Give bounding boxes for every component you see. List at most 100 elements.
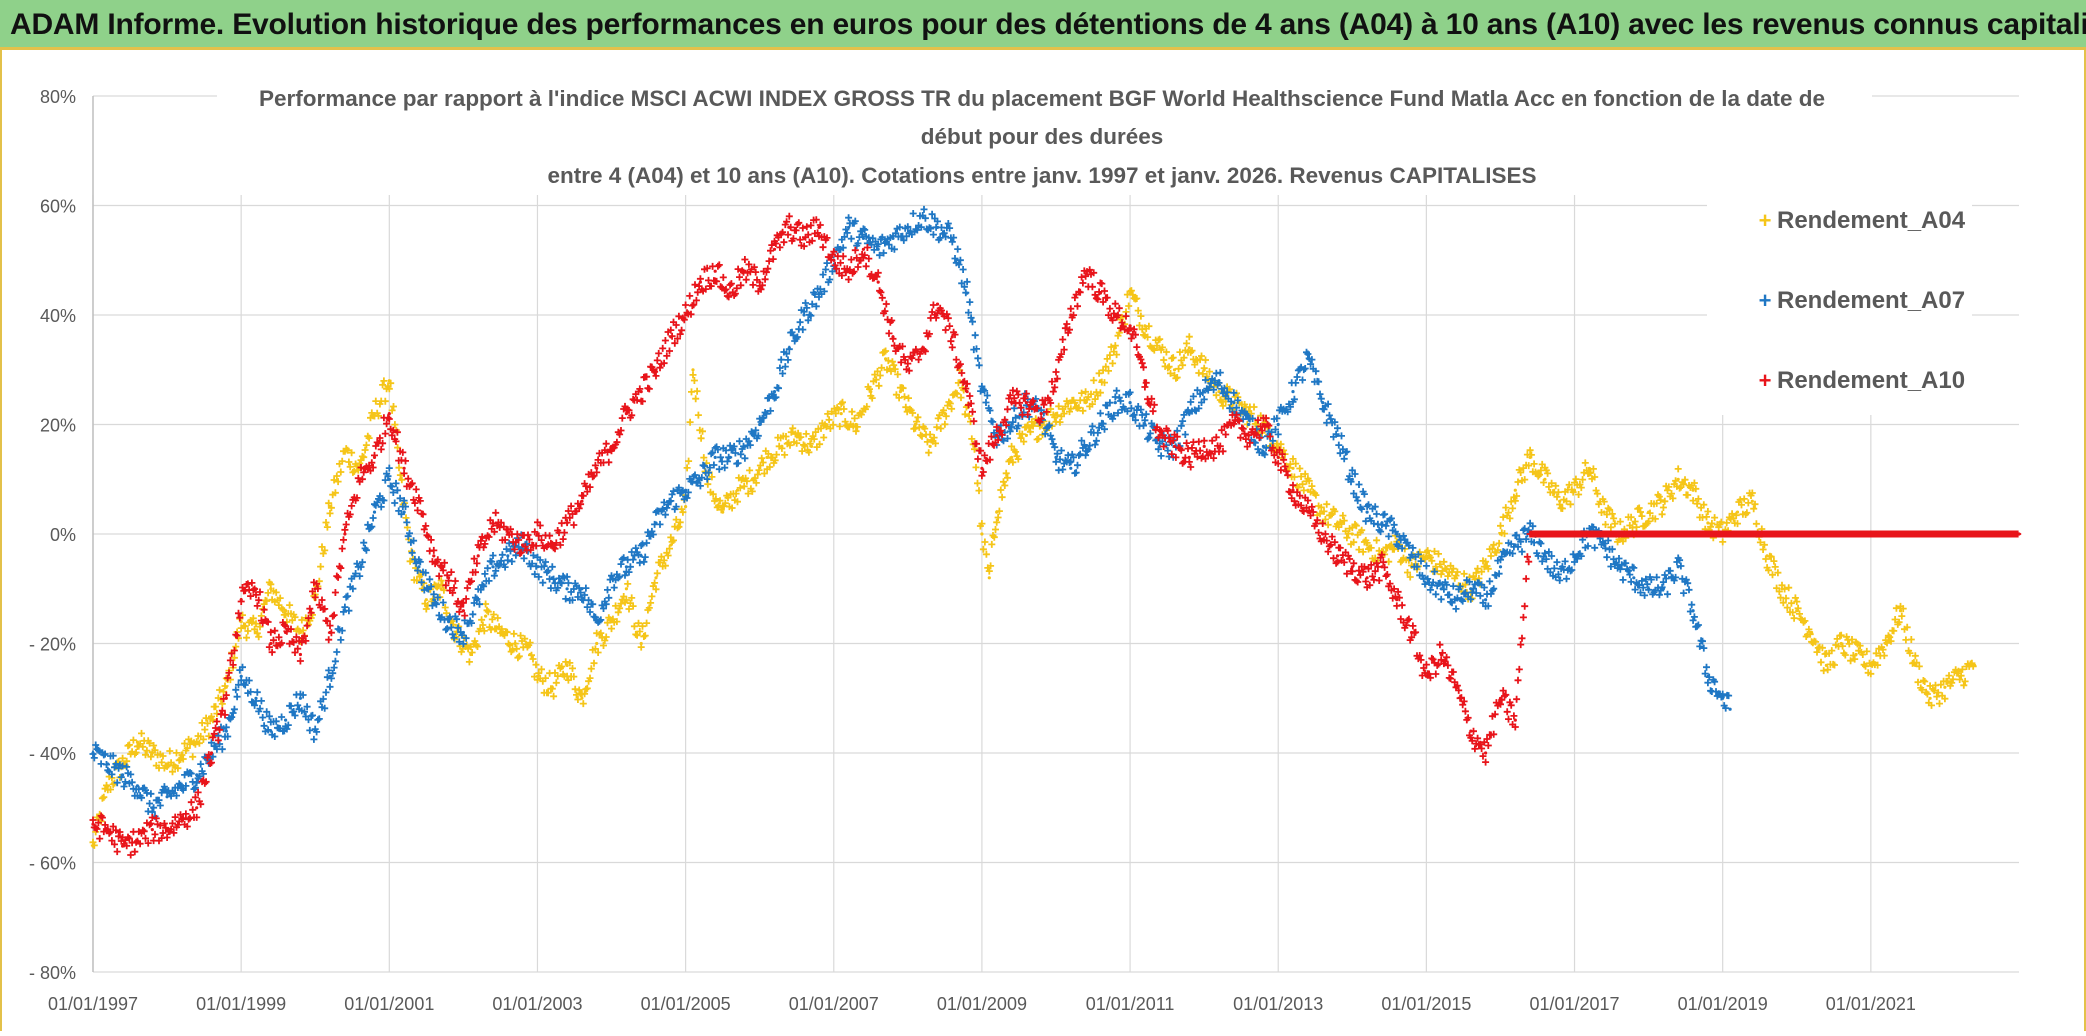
data-point [943, 412, 947, 416]
data-point [106, 784, 110, 788]
data-point [1558, 499, 1562, 503]
data-point [1113, 313, 1117, 317]
data-point [832, 258, 836, 262]
data-point [1558, 576, 1562, 580]
data-point [876, 247, 880, 251]
data-point [1943, 532, 1947, 536]
data-point [639, 390, 643, 394]
data-point [1528, 455, 1532, 459]
data-point [728, 455, 732, 459]
data-point [1187, 455, 1191, 459]
legend-marker-a07: + [1759, 288, 1772, 313]
data-point [928, 444, 932, 448]
data-point [1054, 412, 1058, 416]
data-point [254, 630, 258, 635]
data-point [461, 630, 465, 635]
data-point [439, 587, 443, 591]
data-point [906, 368, 910, 372]
data-point [1232, 422, 1236, 427]
data-point [224, 696, 228, 700]
y-tick-label: 80% [40, 87, 76, 107]
data-point [1869, 663, 1873, 668]
data-point [772, 247, 777, 251]
data-point [358, 565, 362, 569]
data-point [654, 521, 658, 525]
data-point [1217, 379, 1221, 383]
data-point [817, 291, 821, 295]
data-point [1498, 565, 1503, 569]
data-point [1721, 532, 1725, 536]
data-point [565, 521, 569, 525]
data-point [669, 335, 673, 339]
data-point [891, 335, 895, 339]
data-point [728, 291, 732, 295]
data-point [1247, 422, 1251, 427]
data-point [935, 225, 940, 229]
data-point [787, 225, 791, 229]
y-tick-label: - 80% [29, 963, 76, 983]
data-point [698, 280, 703, 284]
data-point [135, 784, 139, 788]
data-point [195, 773, 199, 777]
data-point [1202, 368, 1206, 372]
data-point [995, 510, 999, 514]
data-point [180, 751, 184, 755]
data-point [1335, 433, 1340, 437]
data-point [1617, 565, 1621, 569]
x-tick-label: 01/01/2007 [789, 994, 879, 1014]
data-point [980, 532, 984, 536]
data-point [521, 543, 525, 547]
data-point [758, 280, 762, 284]
data-point [513, 641, 517, 646]
data-point [1054, 379, 1058, 383]
data-point [2017, 532, 2021, 536]
banner-title: ADAM Informe. Evolution historique des p… [10, 8, 2086, 41]
data-point [565, 587, 569, 591]
data-point [254, 696, 258, 700]
data-point [1780, 587, 1784, 591]
data-point [580, 696, 584, 700]
data-point [965, 291, 969, 295]
data-point [1321, 401, 1325, 405]
data-point [269, 641, 273, 646]
data-point [150, 806, 154, 810]
data-point [91, 751, 95, 755]
data-point [1321, 532, 1325, 536]
data-point [91, 822, 95, 826]
data-point [1350, 565, 1354, 569]
data-point [150, 828, 154, 832]
data-point [1898, 609, 1903, 613]
data-point [876, 280, 880, 284]
data-point [787, 346, 791, 350]
y-axis: 80% 60% 40% 20% 0% - 20% - 40% - 60% - 80% [29, 87, 76, 983]
data-point [1380, 565, 1384, 569]
data-point [1306, 357, 1310, 361]
data-point [106, 828, 110, 832]
data-point [1854, 652, 1858, 657]
data-point [1543, 554, 1547, 558]
data-point [328, 505, 332, 509]
data-point [1410, 630, 1414, 635]
data-point [121, 844, 125, 848]
data-point [780, 444, 784, 448]
data-point [1424, 576, 1428, 580]
data-point [1572, 532, 1577, 536]
data-point [1247, 433, 1251, 437]
data-point [1024, 401, 1028, 405]
data-point [1143, 324, 1147, 328]
data-point [1647, 532, 1651, 536]
series-markers-Rendement_A04 [89, 287, 1977, 849]
data-point [313, 587, 317, 591]
data-point [1084, 444, 1088, 448]
data-point [654, 576, 658, 580]
data-point [454, 630, 458, 635]
data-point [195, 740, 199, 744]
data-point [698, 477, 703, 481]
data-point [1069, 313, 1073, 317]
data-point [1306, 510, 1310, 514]
gridlines [92, 95, 2019, 973]
x-tick-label: 01/01/1997 [48, 994, 138, 1014]
data-point [609, 576, 614, 580]
data-point [491, 521, 495, 525]
data-point [1232, 401, 1236, 405]
